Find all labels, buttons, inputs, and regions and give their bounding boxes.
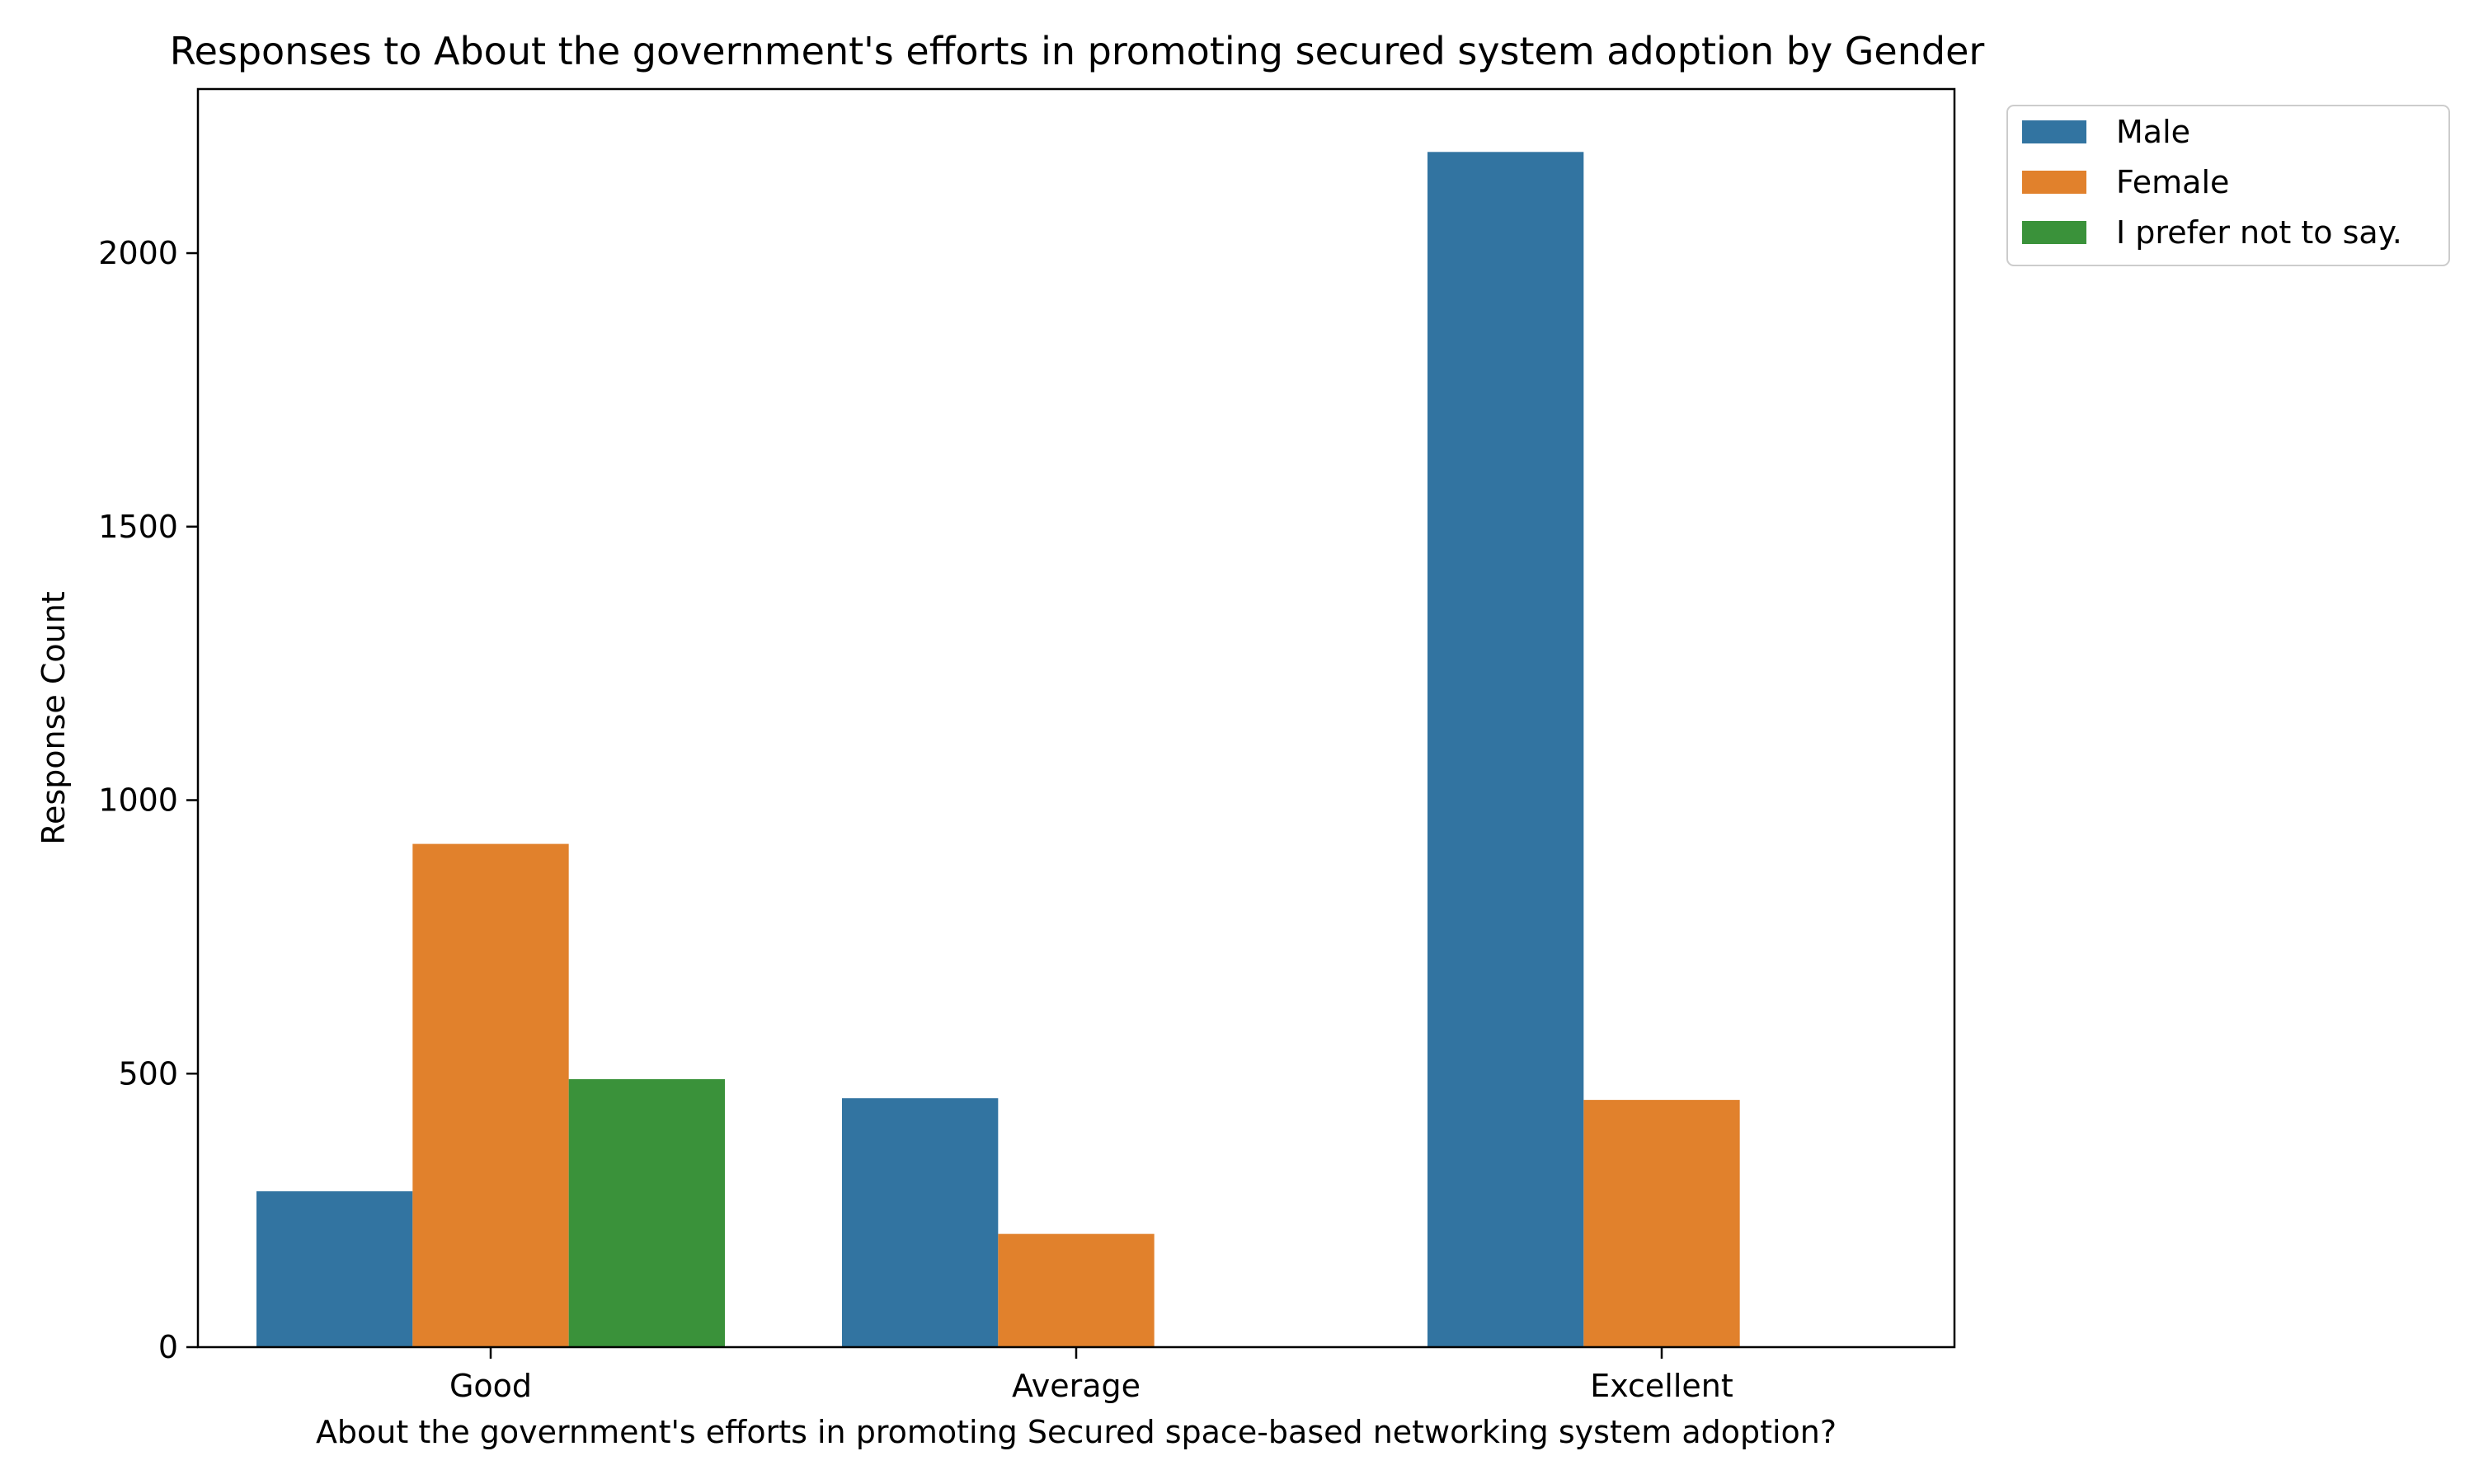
y-tick-label: 2000: [98, 235, 178, 271]
chart-title: Responses to About the government's effo…: [170, 29, 1985, 73]
bar-male-average: [842, 1098, 999, 1347]
x-tick-label-good: Good: [449, 1368, 532, 1404]
bar-male-good: [256, 1190, 413, 1347]
bars-group: [256, 152, 1740, 1347]
x-tick-label-average: Average: [1012, 1368, 1141, 1404]
bar-i-prefer-not-to-say-good: [568, 1078, 725, 1347]
legend-label-male: Male: [2116, 114, 2190, 150]
legend-swatch-male: [2022, 120, 2086, 143]
y-axis-label: Response Count: [35, 591, 72, 844]
y-tick-label: 1000: [98, 782, 178, 819]
x-axis-label: About the government's efforts in promot…: [316, 1414, 1837, 1450]
legend-label-i-prefer-not-to-say: I prefer not to say.: [2116, 214, 2402, 251]
y-tick-label: 500: [118, 1055, 178, 1092]
bar-female-average: [998, 1233, 1155, 1347]
legend: Male Female I prefer not to say.: [2006, 105, 2450, 266]
bar-male-excellent: [1427, 152, 1584, 1347]
y-tick-label: 1500: [98, 509, 178, 545]
y-axis: 0 500 1000 1500 2000: [98, 235, 198, 1365]
bar-female-good: [412, 843, 569, 1347]
legend-label-female: Female: [2116, 164, 2229, 200]
x-tick-label-excellent: Excellent: [1590, 1368, 1733, 1404]
legend-frame: [2006, 105, 2450, 266]
x-axis: Good Average Excellent: [449, 1347, 1733, 1404]
legend-swatch-i-prefer-not-to-say: [2022, 221, 2086, 244]
legend-swatch-female: [2022, 171, 2086, 194]
y-tick-label: 0: [158, 1329, 178, 1365]
bar-female-excellent: [1583, 1100, 1740, 1347]
